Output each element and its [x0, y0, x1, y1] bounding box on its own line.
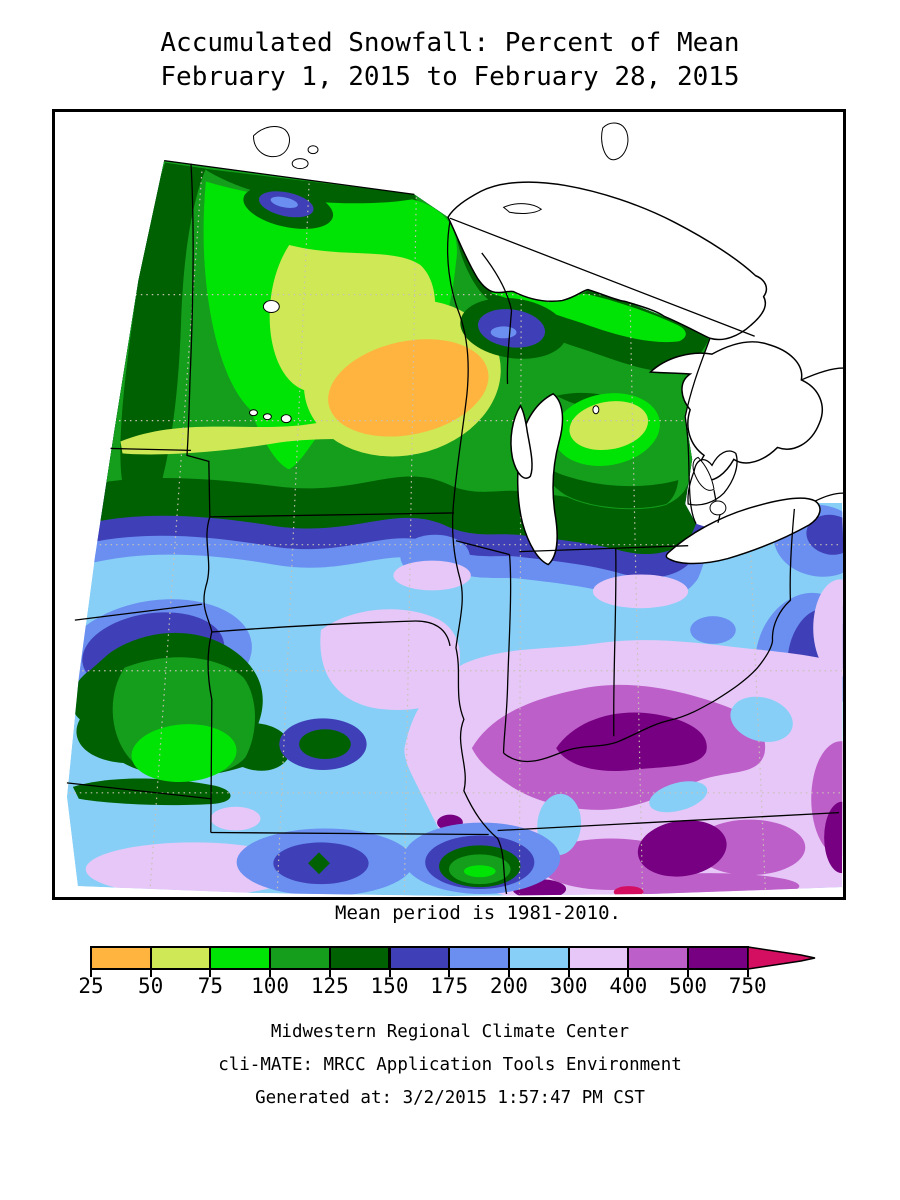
legend-arrow-gt-750 — [745, 940, 823, 978]
legend-cell — [150, 946, 212, 970]
legend-cell — [389, 946, 451, 970]
legend-tick-label: 500 — [669, 974, 707, 998]
legend-tick-label: 125 — [311, 974, 349, 998]
legend-cell — [687, 946, 749, 970]
page: Accumulated Snowfall: Percent of Mean Fe… — [0, 0, 900, 1200]
legend-cell — [269, 946, 331, 970]
legend-tick-label: 200 — [490, 974, 528, 998]
legend-tick-label: 300 — [550, 974, 588, 998]
legend-tick-label: 25 — [78, 974, 103, 998]
color-scale: 255075100125150175200300400500750 — [0, 0, 900, 1010]
legend-tick-label: 50 — [138, 974, 163, 998]
legend-tick-label: 175 — [430, 974, 468, 998]
footer-generated-at: Generated at: 3/2/2015 1:57:47 PM CST — [0, 1088, 900, 1108]
footer-org: Midwestern Regional Climate Center — [0, 1022, 900, 1042]
legend-cell — [627, 946, 689, 970]
footer-app: cli-MATE: MRCC Application Tools Environ… — [0, 1055, 900, 1075]
legend-tick-label: 400 — [609, 974, 647, 998]
legend-cell — [209, 946, 271, 970]
legend-cell — [448, 946, 510, 970]
legend-tick-label: 150 — [371, 974, 409, 998]
legend-tick-label: 75 — [198, 974, 223, 998]
legend-cell — [508, 946, 570, 970]
legend-cell — [568, 946, 630, 970]
legend-cell — [329, 946, 391, 970]
legend-cell — [90, 946, 152, 970]
legend-tick-label: 100 — [251, 974, 289, 998]
